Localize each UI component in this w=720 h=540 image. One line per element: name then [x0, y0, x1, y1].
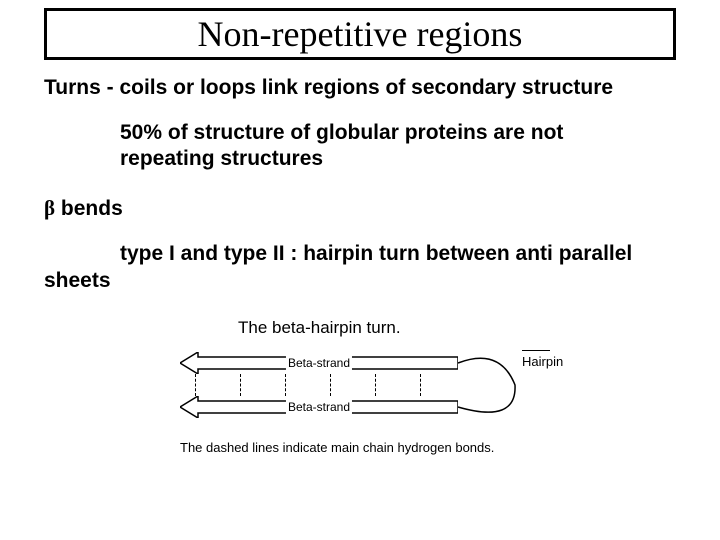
line4-part-a: type I and type II : hairpin turn betwee… — [44, 240, 684, 267]
beta-symbol: β — [44, 196, 55, 220]
hairpin-label: Hairpin — [522, 354, 563, 369]
body-line-3: β bends — [44, 196, 123, 221]
bends-text: bends — [55, 197, 123, 220]
line4-part-b: sheets — [44, 269, 111, 292]
hydrogen-bond — [420, 374, 421, 396]
strand-label-bottom: Beta-strand — [286, 400, 352, 414]
strand-label-top: Beta-strand — [286, 356, 352, 370]
body-line-2: 50% of structure of globular proteins ar… — [120, 120, 660, 173]
beta-strand-bottom: Beta-strand — [180, 396, 458, 418]
diagram-title: The beta-hairpin turn. — [238, 318, 401, 338]
hairpin-pointer-line — [522, 350, 550, 351]
body-line-1: Turns - coils or loops link regions of s… — [44, 76, 613, 100]
page-title: Non-repetitive regions — [198, 13, 523, 55]
hydrogen-bond — [285, 374, 286, 396]
body-line-4: type I and type II : hairpin turn betwee… — [44, 240, 684, 295]
hydrogen-bond — [195, 374, 196, 396]
hairpin-loop — [455, 352, 525, 418]
hydrogen-bond — [375, 374, 376, 396]
title-box: Non-repetitive regions — [44, 8, 676, 60]
beta-hairpin-diagram: The beta-hairpin turn. Beta-strand Beta-… — [150, 318, 590, 488]
diagram-caption: The dashed lines indicate main chain hyd… — [180, 440, 494, 455]
beta-strand-top: Beta-strand — [180, 352, 458, 374]
hydrogen-bond — [330, 374, 331, 396]
hydrogen-bond — [240, 374, 241, 396]
